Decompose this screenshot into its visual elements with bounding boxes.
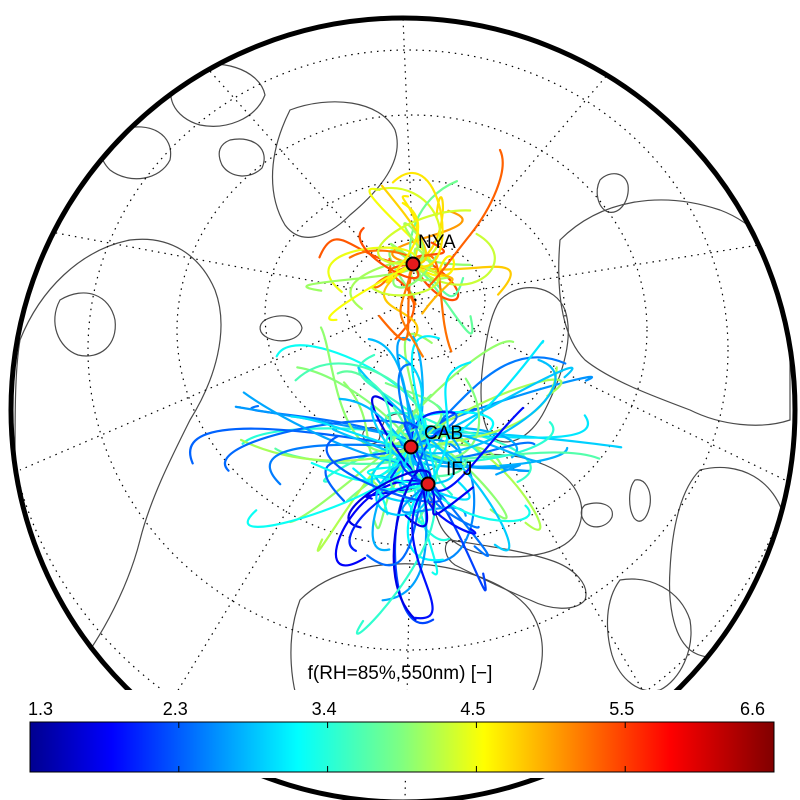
trajectory-line [409, 378, 563, 449]
trajectory-line [403, 421, 430, 486]
coastline-mediterranean [444, 539, 587, 609]
trajectory-line [399, 262, 424, 358]
trajectory-line [426, 361, 472, 486]
colorbar-tick-label: 2.3 [163, 699, 188, 719]
trajectory-line [409, 438, 476, 564]
globe-outline [8, 15, 798, 800]
coastline-caspian [629, 479, 651, 522]
trajectory-line [358, 227, 420, 280]
trajectory-line [411, 482, 434, 620]
colorbar-tick-label: 5.5 [609, 699, 634, 719]
trajectory-line [325, 435, 442, 504]
trajectory-line [409, 358, 557, 455]
trajectory-line [348, 482, 430, 552]
red-circle-marker [420, 476, 436, 492]
colorbar-tick-label: 1.3 [28, 699, 53, 719]
trajectory-line [426, 482, 531, 523]
trajectory-line [409, 339, 545, 450]
red-circle-marker [405, 256, 421, 272]
trajectory-line [428, 148, 504, 287]
trajectory-line [239, 438, 413, 462]
colorbar-title: f(RH=85%,550nm) [−] [308, 663, 493, 684]
station-nya: NYA [405, 232, 456, 272]
station-label: NYA [418, 232, 456, 253]
colorbar: f(RH=85%,550nm) [−] 1.3 2.3 3.4 4.5 5.5 6.6 [0, 663, 800, 778]
trajectory-line [409, 445, 521, 476]
trajectory-line [411, 232, 496, 286]
trajectory-line [426, 482, 474, 516]
trajectory-line [290, 415, 413, 449]
trajectory-line [384, 411, 486, 459]
trajectory-line [375, 187, 441, 266]
colorbar-tick-label: 3.4 [312, 699, 337, 719]
trajectory-line [391, 172, 444, 268]
trajectory-line [426, 482, 487, 592]
trajectory-line [380, 184, 428, 266]
trajectory-line [377, 209, 472, 266]
trajectory-line [391, 209, 464, 266]
coastline-black-sea [580, 502, 613, 528]
trajectory-line [410, 335, 441, 486]
trajectory-line [389, 460, 430, 486]
coastline-iceland [259, 315, 303, 342]
station-cab: CAB [403, 423, 463, 455]
colorbar-ticks: 1.3 2.3 3.4 4.5 5.5 6.6 [28, 699, 775, 772]
coastline-hudson-bay [54, 292, 116, 357]
station-label: CAB [424, 423, 463, 444]
colorbar-tick-label: 4.5 [460, 699, 485, 719]
coastline-russia [558, 199, 791, 426]
trajectory-line [425, 482, 477, 535]
trajectory-line [347, 469, 432, 529]
trajectory-line [371, 262, 440, 297]
coastline-arabia [606, 578, 692, 692]
coastline-novaya-zemlya [596, 173, 629, 213]
colorbar-gradient [29, 721, 775, 773]
trajectory-line [375, 463, 430, 517]
station-ifj: IFJ [420, 459, 472, 492]
trajectory-line [328, 262, 415, 322]
coastline-greenland [271, 101, 398, 238]
colorbar-tick-label: 6.6 [740, 699, 765, 719]
red-circle-marker [403, 439, 419, 455]
stations: NYA CAB IFJ [403, 232, 472, 492]
trajectory-line [397, 411, 495, 449]
trajectory-line [385, 201, 420, 284]
station-label: IFJ [446, 459, 472, 480]
trajectory-line [411, 255, 456, 278]
trajectory-line [246, 445, 415, 528]
trajectory-line [403, 222, 425, 266]
